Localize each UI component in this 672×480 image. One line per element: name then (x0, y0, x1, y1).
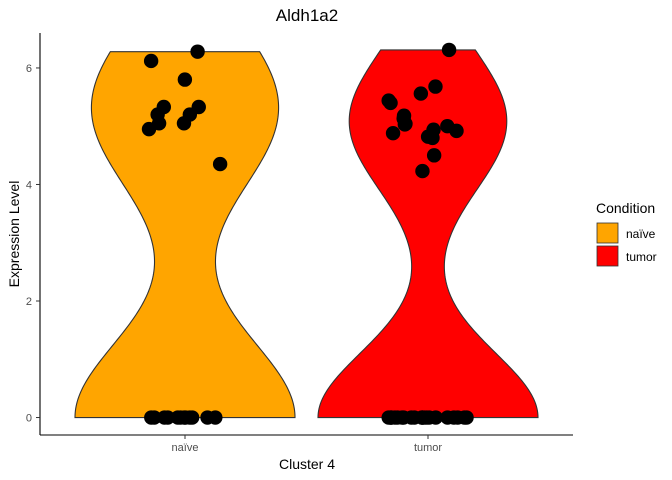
x-tick-label: naïve (172, 442, 199, 454)
legend-swatch-tumor (596, 245, 619, 267)
y-tick-label: 2 (26, 296, 32, 308)
data-point (143, 53, 159, 69)
chart-title: Aldh1a2 (276, 6, 338, 25)
data-point (184, 410, 200, 425)
data-point (170, 410, 186, 425)
legend: Condition naïve tumor (596, 200, 657, 267)
data-point (459, 410, 474, 425)
data-point (383, 95, 398, 111)
y-tick-label: 6 (26, 63, 32, 75)
legend-label-tumor: tumor (626, 250, 657, 264)
data-point (160, 410, 175, 425)
violin-tumor (317, 49, 539, 419)
data-point (425, 130, 440, 146)
data-point (385, 126, 401, 141)
data-point (144, 410, 159, 425)
data-point (415, 163, 430, 179)
data-point (428, 79, 443, 94)
data-point (413, 86, 429, 101)
violin-layer (74, 49, 539, 419)
legend-label-naive: naïve (626, 227, 656, 241)
data-point (404, 410, 419, 425)
data-point (212, 156, 228, 172)
points-layer (141, 42, 474, 425)
data-point (446, 410, 462, 425)
y-axis-ticks: 0 2 4 6 (26, 63, 40, 425)
y-tick-label: 0 (26, 413, 32, 425)
data-point (190, 44, 205, 59)
y-axis-title: Expression Level (6, 181, 22, 288)
data-point (426, 148, 442, 163)
data-point (176, 116, 192, 131)
data-point (141, 121, 157, 137)
data-point (397, 117, 413, 132)
data-point (441, 42, 457, 58)
y-tick-label: 4 (26, 179, 32, 191)
legend-swatch-naive (596, 222, 619, 244)
x-axis-title: Cluster 4 (279, 456, 335, 472)
data-point (177, 72, 193, 87)
x-axis-ticks: naïve tumor (172, 435, 442, 454)
x-tick-label: tumor (414, 442, 442, 454)
data-point (200, 410, 215, 425)
legend-title: Condition (596, 200, 655, 216)
data-point (414, 410, 430, 425)
data-point (384, 410, 399, 425)
data-point (449, 123, 464, 139)
violin-naive (74, 51, 296, 419)
